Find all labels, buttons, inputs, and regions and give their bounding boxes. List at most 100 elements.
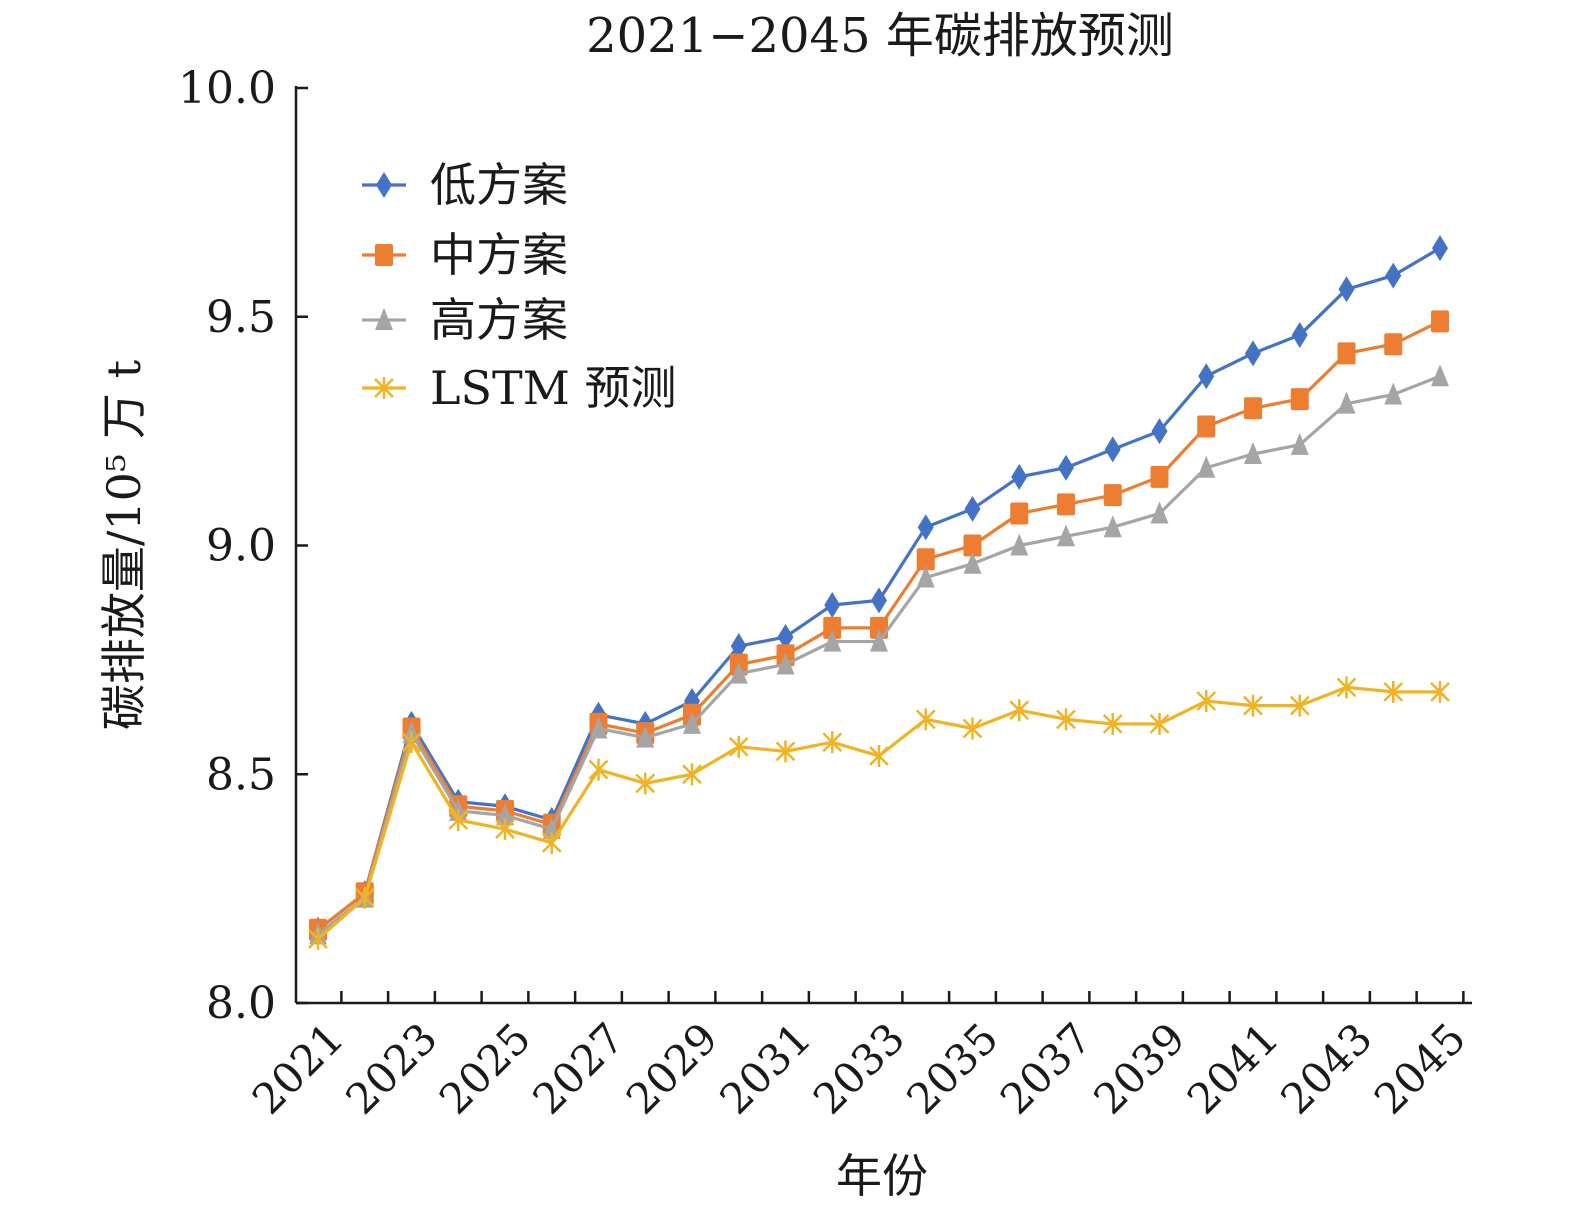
data-point: [1243, 694, 1263, 717]
data-point: [495, 818, 515, 841]
data-point: [1149, 712, 1170, 735]
data-point: [1009, 699, 1030, 722]
data-point: [1102, 712, 1123, 735]
legend-marker: [376, 172, 392, 198]
data-point: [1058, 454, 1074, 481]
data-point: [823, 616, 842, 639]
chart-title: 2021−2045 年碳排放预测: [586, 8, 1174, 64]
data-point: [777, 624, 794, 650]
legend-item: 低方案: [362, 158, 568, 212]
data-point: [636, 725, 655, 748]
x-tick-label: 2025: [430, 1013, 540, 1123]
data-point: [354, 886, 375, 909]
data-point: [1290, 432, 1309, 455]
data-point: [588, 758, 609, 781]
data-point: [683, 711, 701, 734]
y-axis-title: 碳排放量/10⁵ 万 t: [97, 359, 151, 730]
data-point: [1384, 333, 1403, 356]
legend-label: 中方案: [430, 228, 568, 282]
y-tick-label: 8.5: [206, 749, 276, 800]
data-point: [1244, 442, 1262, 464]
series-layer: [308, 235, 1450, 950]
data-point: [963, 534, 982, 557]
data-point: [1056, 708, 1076, 731]
y-tick-label: 9.5: [206, 292, 276, 343]
x-tick-label: 2023: [336, 1013, 446, 1123]
data-point: [1057, 524, 1075, 547]
data-point: [635, 772, 656, 795]
data-point: [1432, 235, 1448, 262]
x-axis-title: 年份: [836, 1149, 928, 1203]
data-point: [1431, 310, 1449, 333]
data-point: [1150, 465, 1169, 488]
data-point: [1336, 676, 1357, 699]
y-tick-label: 10.0: [178, 63, 276, 114]
data-point: [1337, 391, 1356, 414]
data-point: [541, 831, 562, 854]
data-point: [308, 927, 328, 950]
data-point: [1290, 388, 1309, 411]
legend-label: LSTM 预测: [430, 361, 676, 415]
data-point: [915, 708, 936, 731]
x-tick-label: 2033: [804, 1013, 914, 1123]
legend-marker: [375, 308, 393, 330]
legend-item: 中方案: [362, 228, 568, 282]
data-point: [776, 652, 795, 675]
data-point: [1197, 415, 1216, 438]
data-point: [682, 763, 702, 786]
legend-marker: [374, 377, 394, 399]
data-point: [1196, 690, 1217, 713]
x-tick-label: 2045: [1365, 1013, 1475, 1123]
data-point: [1197, 455, 1216, 478]
data-point: [1151, 418, 1168, 445]
x-tick-label: 2039: [1084, 1013, 1194, 1123]
data-point: [730, 633, 747, 660]
data-point: [1057, 493, 1075, 516]
data-point: [870, 629, 888, 652]
data-point: [1384, 382, 1403, 405]
axes: 8.0 8.5 9.0 9.5 10.0 202120232025202720292031…: [178, 63, 1475, 1124]
data-point: [916, 548, 935, 571]
legend-label: 低方案: [430, 158, 568, 212]
data-point: [962, 717, 983, 740]
data-point: [496, 803, 514, 826]
data-point: [775, 740, 796, 763]
data-point: [1245, 340, 1261, 367]
data-point: [401, 731, 422, 754]
x-tick-label: 2041: [1178, 1013, 1288, 1123]
data-point: [1338, 276, 1355, 303]
data-point: [1103, 515, 1122, 538]
data-point: [964, 495, 981, 522]
data-point: [1150, 501, 1169, 524]
data-point: [1104, 436, 1121, 463]
series-line: [317, 374, 1441, 936]
data-point: [1383, 680, 1404, 703]
data-point: [1010, 502, 1029, 525]
data-point: [1337, 342, 1356, 365]
data-point: [1198, 363, 1215, 390]
data-point: [589, 716, 608, 739]
x-tick-label: 2037: [991, 1013, 1101, 1123]
y-tick-label: 8.0: [206, 978, 276, 1029]
x-tick-label: 2027: [523, 1013, 633, 1123]
data-point: [871, 587, 887, 614]
data-point: [1103, 484, 1122, 507]
data-point: [824, 591, 841, 618]
data-point: [916, 565, 935, 588]
data-point: [823, 629, 842, 652]
x-tick-label: 2035: [897, 1013, 1007, 1123]
data-point: [917, 514, 934, 541]
x-tick-label: 2021: [243, 1013, 353, 1123]
data-point: [448, 809, 469, 831]
legend-marker: [375, 244, 393, 266]
data-point: [822, 731, 843, 754]
data-point: [728, 735, 749, 758]
data-point: [963, 551, 982, 574]
y-tick-label: 9.0: [206, 521, 276, 572]
data-point: [1289, 694, 1310, 717]
legend-label: 高方案: [430, 293, 568, 347]
data-point: [1291, 322, 1308, 349]
legend-item: LSTM 预测: [362, 361, 676, 415]
data-point: [869, 744, 889, 767]
